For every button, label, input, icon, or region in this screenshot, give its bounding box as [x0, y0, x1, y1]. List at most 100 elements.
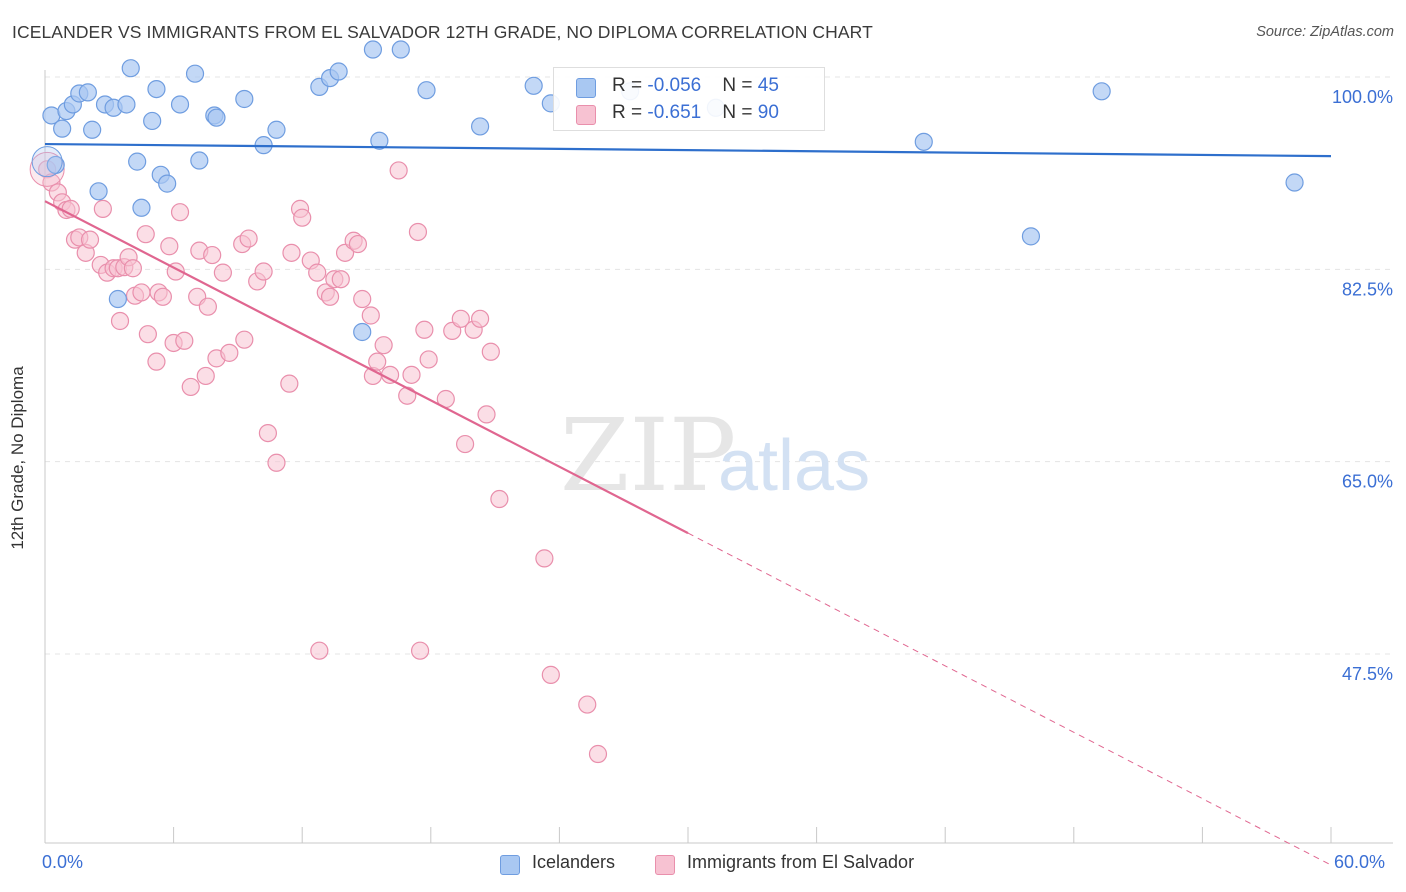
data-point-immigrants: [153, 287, 172, 306]
data-point-immigrants: [331, 270, 350, 289]
data-point-immigrants: [308, 263, 327, 282]
data-point-immigrants: [196, 366, 215, 386]
data-point-immigrants: [398, 386, 417, 405]
data-point-immigrants: [293, 208, 312, 227]
data-point-immigrants: [588, 744, 608, 764]
legend-swatch-blue: [576, 78, 596, 98]
data-point-icelanders: [207, 108, 226, 127]
data-point-icelanders: [121, 59, 140, 78]
data-point-immigrants: [451, 309, 470, 328]
trend-line-immigrants-extrapolated: [687, 532, 1332, 866]
data-point-immigrants: [282, 243, 301, 262]
y-axis-label: 12th Grade, No Diploma: [8, 366, 27, 550]
source-label: Source: ZipAtlas.com: [1256, 24, 1394, 40]
data-point-immigrants: [374, 336, 393, 355]
data-point-immigrants: [254, 262, 273, 281]
data-point-icelanders: [78, 83, 97, 102]
data-point-immigrants: [477, 405, 496, 424]
data-point-immigrants: [280, 374, 299, 393]
data-point-immigrants: [310, 641, 329, 660]
data-point-icelanders: [235, 89, 254, 109]
data-point-icelanders: [83, 120, 102, 139]
data-point-immigrants: [213, 263, 232, 282]
data-point-icelanders: [914, 132, 933, 151]
data-point-immigrants: [181, 377, 200, 397]
trend-line-icelanders: [44, 142, 1332, 158]
y-tick-label: 65.0%: [1342, 472, 1393, 492]
watermark: ZIP atlas: [560, 397, 870, 514]
data-point-immigrants: [389, 161, 408, 180]
watermark-zip: ZIP: [560, 397, 736, 514]
data-point-icelanders: [185, 64, 205, 83]
data-point-immigrants: [353, 289, 372, 309]
data-point-immigrants: [110, 311, 130, 331]
data-point-immigrants: [361, 306, 380, 325]
data-point-icelanders: [1092, 82, 1111, 101]
x-tick-label-max: 60.0%: [1334, 852, 1386, 872]
data-point-immigrants: [93, 199, 112, 218]
data-point-immigrants: [578, 695, 597, 714]
trend-lines: [44, 142, 1332, 866]
data-point-icelanders: [132, 198, 151, 217]
data-point-icelanders: [158, 174, 177, 193]
data-point-immigrants: [419, 350, 438, 369]
data-point-icelanders: [417, 81, 436, 100]
data-point-icelanders: [53, 119, 72, 138]
axes: [44, 70, 1393, 844]
legend-n-value: 90: [757, 102, 779, 123]
data-point-immigrants: [368, 352, 387, 371]
chart-title: ICELANDER VS IMMIGRANTS FROM EL SALVADOR…: [12, 22, 873, 42]
data-point-immigrants: [490, 489, 509, 509]
data-point-immigrants: [410, 641, 430, 660]
y-tick-labels: 100.0% 82.5% 65.0% 47.5%: [1332, 87, 1393, 684]
data-point-immigrants: [470, 309, 490, 328]
data-point-immigrants: [258, 423, 278, 443]
trend-line-immigrants: [44, 200, 689, 535]
data-point-icelanders: [267, 120, 286, 139]
legend-n-value: 45: [757, 75, 779, 96]
data-point-icelanders: [128, 152, 147, 171]
data-point-immigrants: [160, 237, 179, 256]
series-immigrants-el-salvador: [29, 151, 608, 764]
data-point-icelanders: [89, 182, 108, 201]
data-point-immigrants: [147, 352, 166, 371]
data-point-icelanders: [363, 40, 383, 59]
data-point-immigrants: [408, 222, 428, 242]
data-point-immigrants: [138, 325, 157, 344]
grid-lines: [45, 76, 1393, 655]
data-point-immigrants: [235, 330, 254, 349]
swatch-immigrants: [655, 855, 675, 875]
data-point-immigrants: [402, 365, 421, 384]
swatch-icelanders: [500, 855, 520, 875]
data-point-icelanders: [1285, 173, 1304, 192]
data-point-icelanders: [147, 79, 166, 99]
data-point-immigrants: [220, 343, 239, 362]
legend-r-value: -0.056: [647, 75, 702, 96]
data-point-icelanders: [117, 95, 136, 114]
data-point-immigrants: [267, 453, 286, 472]
bottom-legend: Icelanders Immigrants from El Salvador: [0, 852, 1406, 878]
data-point-icelanders: [31, 146, 63, 178]
data-point-immigrants: [198, 297, 217, 316]
y-tick-label: 100.0%: [1332, 87, 1393, 107]
data-point-immigrants: [455, 434, 475, 454]
data-point-immigrants: [415, 320, 434, 339]
x-tick-label-min: 0.0%: [42, 852, 84, 872]
data-point-icelanders: [470, 117, 490, 136]
data-point-immigrants: [541, 665, 560, 684]
data-point-immigrants: [123, 259, 142, 278]
data-point-immigrants: [239, 229, 258, 248]
data-point-icelanders: [524, 76, 543, 95]
data-point-immigrants: [481, 342, 500, 361]
data-point-icelanders: [353, 322, 372, 342]
data-point-immigrants: [203, 245, 222, 265]
data-point-immigrants: [380, 365, 400, 384]
data-point-icelanders: [370, 131, 389, 150]
legend-r-value: -0.651: [647, 102, 702, 123]
data-point-immigrants: [136, 225, 155, 244]
y-tick-label: 47.5%: [1342, 664, 1393, 684]
y-tick-label: 82.5%: [1342, 279, 1393, 299]
correlation-legend: R = -0.056 N = 45 R = -0.651 N = 90: [553, 67, 825, 131]
data-point-icelanders: [391, 40, 410, 59]
